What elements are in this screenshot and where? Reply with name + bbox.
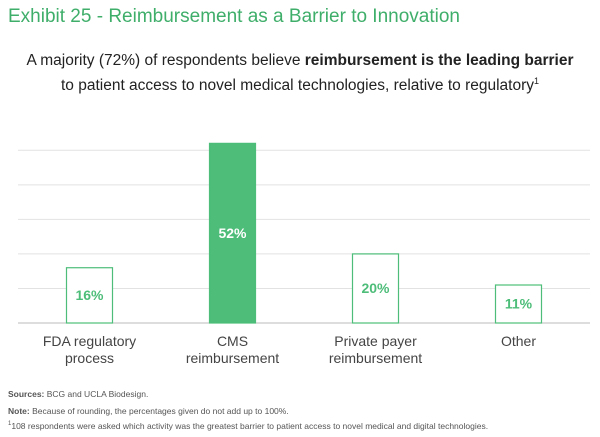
footnote-text: 108 respondents were asked which activit… bbox=[11, 421, 489, 431]
data-label: 20% bbox=[361, 280, 390, 296]
data-label: 11% bbox=[505, 296, 533, 312]
subtitle-text: A majority (72%) of respondents believe bbox=[26, 52, 305, 69]
note-text: Because of rounding, the percentages giv… bbox=[29, 406, 289, 416]
bar bbox=[208, 142, 257, 324]
x-tick-label: Private payer reimbursement bbox=[328, 333, 423, 366]
note-label: Note: bbox=[8, 406, 30, 416]
sources-label: Sources: bbox=[8, 389, 45, 399]
data-label: 52% bbox=[218, 225, 247, 241]
bar bbox=[494, 284, 543, 324]
sources-text: BCG and UCLA Biodesign. bbox=[44, 389, 149, 399]
x-tick-label: FDA regulatory process bbox=[42, 333, 137, 366]
chart-title: Exhibit 25 - Reimbursement as a Barrier … bbox=[8, 6, 460, 27]
bar bbox=[351, 253, 400, 324]
sources: Sources: BCG and UCLA Biodesign. bbox=[8, 389, 148, 399]
subtitle: A majority (72%) of respondents believe … bbox=[0, 50, 600, 96]
note: Note: Because of rounding, the percentag… bbox=[8, 406, 289, 416]
x-tick-label: CMS reimbursement bbox=[185, 333, 280, 366]
footnote: 1108 respondents were asked which activi… bbox=[8, 421, 488, 431]
data-label: 16% bbox=[75, 287, 104, 303]
x-tick-label: Other bbox=[500, 333, 536, 349]
footnote-marker: 1 bbox=[8, 421, 12, 428]
subtitle-text: to patient access to novel medical techn… bbox=[60, 77, 534, 95]
footnote-marker: 1 bbox=[534, 76, 540, 86]
bar bbox=[65, 267, 114, 324]
subtitle-bold: reimbursement is the leading barrier bbox=[304, 52, 574, 69]
